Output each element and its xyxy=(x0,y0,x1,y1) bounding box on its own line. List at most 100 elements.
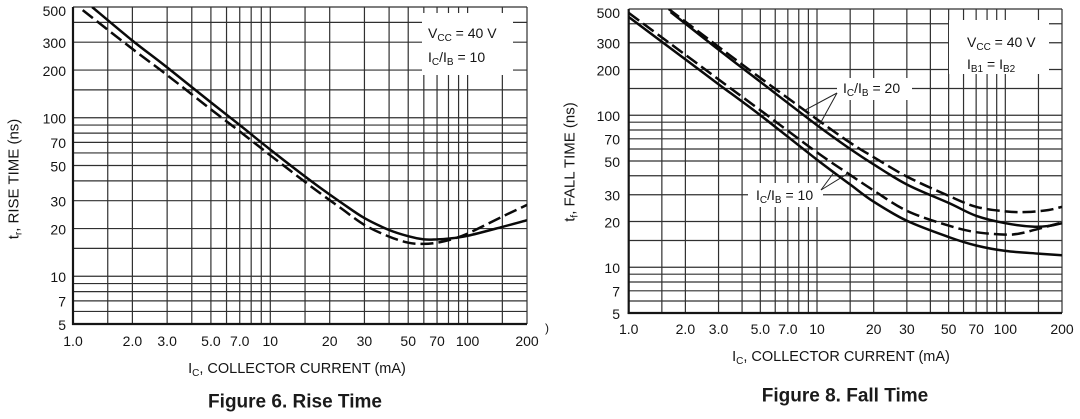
fall-time-axes xyxy=(627,9,1062,315)
fall-time-curves xyxy=(628,9,1062,257)
margin-fragment: ) xyxy=(545,321,549,335)
x-axis-title-subscript: C xyxy=(736,355,744,367)
y-tick-label: 300 xyxy=(597,36,621,52)
annotation-symbol: I xyxy=(967,56,971,72)
x-axis-title-symbol: I xyxy=(732,348,737,365)
x-tick-label: 20 xyxy=(322,333,338,349)
rise-time-grid xyxy=(72,6,528,325)
y-tick-label: 200 xyxy=(43,63,67,79)
label-background xyxy=(748,183,823,207)
curve-label-subscript-2: B xyxy=(774,195,782,206)
curve-solid xyxy=(91,7,527,241)
y-tick-label: 50 xyxy=(50,158,66,174)
rise-time-curves xyxy=(81,7,527,246)
y-axis-title-text: , FALL TIME (ns) xyxy=(561,102,579,215)
fall-time-x-axis-title: IC, COLLECTOR CURRENT (mA) xyxy=(732,348,950,367)
curve-dashed xyxy=(81,9,527,246)
annotation-symbol: V xyxy=(428,25,438,41)
curve-label-symbol: I xyxy=(843,80,847,96)
y-tick-label: 50 xyxy=(604,154,620,170)
x-tick-label: 100 xyxy=(994,321,1018,337)
curve-label-value: = 20 xyxy=(868,80,901,96)
x-tick-label: 3.0 xyxy=(157,333,177,349)
y-tick-label: 100 xyxy=(43,111,67,127)
y-tick-label: 10 xyxy=(50,269,66,285)
y-tick-label: 500 xyxy=(597,5,621,21)
curve-label-subscript: C xyxy=(846,88,855,99)
rise-time-tick-labels: 1.0 2.0 3.0 5.0 7.0 10 20 30 50 70 100 200 5 7 10 20 30 5… xyxy=(43,3,539,349)
x-tick-label: 50 xyxy=(941,321,957,337)
x-tick-label: 5.0 xyxy=(751,321,771,337)
annotation-symbol: I xyxy=(428,49,432,65)
x-tick-label: 3.0 xyxy=(709,321,729,337)
annotation-subscript-2: B2 xyxy=(1002,64,1016,75)
x-axis-title-text: , COLLECTOR CURRENT (mA) xyxy=(199,360,406,377)
y-tick-label: 200 xyxy=(597,62,621,78)
rise-time-x-axis-title: IC, COLLECTOR CURRENT (mA) xyxy=(188,360,406,379)
label-background xyxy=(422,13,513,75)
curve-ic-ib-10-dashed xyxy=(628,11,1062,236)
y-axis-title-text: , RISE TIME (ns) xyxy=(5,118,23,232)
curve-label-symbol-2: /I xyxy=(767,187,775,203)
fall-time-label-pointers xyxy=(804,92,849,191)
x-tick-label: 7.0 xyxy=(230,333,250,349)
curve-label-symbol: I xyxy=(756,187,760,203)
annotation-subscript: C xyxy=(431,57,440,68)
fall-time-annotation-vcc: VCC = 40 V xyxy=(967,34,1036,53)
curve-label-value: = 10 xyxy=(781,187,814,203)
y-tick-label: 500 xyxy=(43,3,67,19)
x-tick-label: 5.0 xyxy=(201,333,221,349)
x-tick-label: 7.0 xyxy=(778,321,798,337)
x-tick-label: 100 xyxy=(456,333,480,349)
y-tick-label: 70 xyxy=(50,135,66,151)
rise-time-annotation-ic-ib: IC/IB = 10 xyxy=(428,49,486,68)
annotation-subscript: CC xyxy=(976,42,991,53)
x-tick-label: 1.0 xyxy=(63,333,83,349)
fall-time-y-axis-title: tf, FALL TIME (ns) xyxy=(561,102,581,222)
x-axis-title-text: , COLLECTOR CURRENT (mA) xyxy=(743,348,950,365)
y-tick-label: 20 xyxy=(604,214,620,230)
x-axis-title-subscript: C xyxy=(192,367,200,379)
curve-ic-ib-20-solid xyxy=(669,11,1062,229)
annotation-value: = 40 V xyxy=(990,34,1036,50)
curve-label-ic-ib-10: IC/IB = 10 xyxy=(756,187,814,206)
curve-label-pointer xyxy=(818,92,838,127)
fall-time-annotation-ib1-ib2: IB1 = IB2 xyxy=(967,56,1015,75)
fall-time-label-backgrounds xyxy=(748,20,1049,207)
curve-ic-ib-20-dashed xyxy=(667,9,1062,214)
curve-label-subscript-2: B xyxy=(861,88,869,99)
label-background xyxy=(837,78,912,100)
x-tick-label: 30 xyxy=(899,321,915,337)
y-axis-title-symbol: t xyxy=(5,235,23,240)
x-tick-label: 200 xyxy=(1050,321,1074,337)
fall-time-tick-labels: 1.0 2.0 3.0 5.0 7.0 10 20 30 50 70 100 200 5 7 10 20 30 5… xyxy=(597,5,1074,337)
annotation-value: = 10 xyxy=(453,49,486,65)
rise-time-axes xyxy=(71,7,527,326)
curve-label-pointer xyxy=(820,172,835,191)
x-tick-label: 10 xyxy=(263,333,279,349)
label-background xyxy=(949,20,1049,74)
annotation-value: = 40 V xyxy=(451,25,497,41)
annotation-subscript-2: B xyxy=(446,57,454,68)
y-tick-label: 7 xyxy=(612,284,620,300)
y-tick-label: 100 xyxy=(597,108,621,124)
curve-ic-ib-10-solid xyxy=(628,16,1062,257)
y-axis-title-subscript: r xyxy=(13,231,25,236)
annotation-symbol-2: = I xyxy=(983,56,1003,72)
rise-time-y-axis-title: tr, RISE TIME (ns) xyxy=(5,118,25,240)
y-tick-label: 20 xyxy=(50,221,66,237)
y-axis-title-subscript: f xyxy=(569,214,581,218)
y-tick-label: 10 xyxy=(604,260,620,276)
y-tick-label: 70 xyxy=(604,132,620,148)
curve-label-pointer xyxy=(804,92,838,111)
rise-time-chart: 1.0 2.0 3.0 5.0 7.0 10 20 30 50 70 100 200 5 7 10 20 30 5… xyxy=(43,3,539,349)
y-tick-label: 5 xyxy=(612,306,620,322)
y-tick-label: 30 xyxy=(604,188,620,204)
fall-time-chart: 1.0 2.0 3.0 5.0 7.0 10 20 30 50 70 100 200 5 7 10 20 30 5… xyxy=(597,5,1074,337)
y-tick-label: 30 xyxy=(50,194,66,210)
y-axis-title-symbol: t xyxy=(561,217,579,222)
curve-label-symbol-2: /I xyxy=(854,80,862,96)
x-tick-label: 20 xyxy=(866,321,882,337)
